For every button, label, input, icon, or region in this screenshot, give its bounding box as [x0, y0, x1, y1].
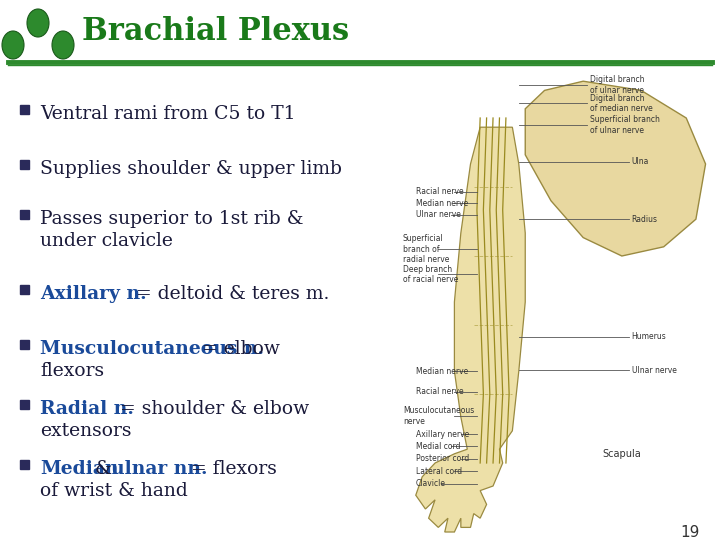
Text: Median: Median: [40, 460, 119, 478]
Text: Ulna: Ulna: [631, 157, 649, 166]
Text: Digital branch
of ulnar nerve: Digital branch of ulnar nerve: [590, 75, 644, 94]
Text: Posterior cord: Posterior cord: [415, 454, 469, 463]
Text: Superficial branch
of ulnar nerve: Superficial branch of ulnar nerve: [590, 115, 660, 134]
Text: Passes superior to 1st rib &: Passes superior to 1st rib &: [40, 210, 304, 228]
Text: Humerus: Humerus: [631, 332, 666, 341]
Text: = deltoid & teres m.: = deltoid & teres m.: [130, 285, 330, 303]
Text: ulnar nn.: ulnar nn.: [111, 460, 207, 478]
Bar: [390, 72, 712, 532]
Text: Deep branch
of racial nerve: Deep branch of racial nerve: [403, 265, 458, 284]
Text: Median nerve: Median nerve: [415, 367, 468, 375]
Ellipse shape: [52, 31, 74, 59]
Text: Ulnar nerve: Ulnar nerve: [415, 210, 461, 219]
Text: 19: 19: [680, 525, 700, 540]
Text: of wrist & hand: of wrist & hand: [40, 482, 188, 500]
Text: = elbow: = elbow: [196, 340, 279, 358]
Text: extensors: extensors: [40, 422, 132, 440]
Text: Radius: Radius: [631, 215, 657, 224]
Text: Racial nerve: Racial nerve: [415, 387, 464, 396]
Bar: [19, 460, 29, 469]
Bar: [19, 285, 29, 294]
Polygon shape: [526, 81, 706, 256]
Text: Axillary n.: Axillary n.: [40, 285, 147, 303]
Text: Ventral rami from C5 to T1: Ventral rami from C5 to T1: [40, 105, 295, 123]
Text: flexors: flexors: [40, 362, 104, 380]
Text: Median nerve: Median nerve: [415, 199, 468, 207]
Text: under clavicle: under clavicle: [40, 232, 173, 250]
Text: Axillary nerve: Axillary nerve: [415, 429, 469, 438]
Bar: [19, 105, 29, 113]
Text: Ulnar nerve: Ulnar nerve: [631, 366, 676, 375]
Text: Musculocutaneous n.: Musculocutaneous n.: [40, 340, 264, 358]
Text: Digital branch
of median nerve: Digital branch of median nerve: [590, 93, 652, 113]
Text: Scapula: Scapula: [603, 449, 642, 459]
Text: Medial cord: Medial cord: [415, 442, 460, 451]
Text: Supplies shoulder & upper limb: Supplies shoulder & upper limb: [40, 160, 342, 178]
Text: &: &: [89, 460, 118, 478]
Bar: [19, 210, 29, 219]
Text: Clavicle: Clavicle: [415, 479, 446, 488]
Text: Brachial Plexus: Brachial Plexus: [82, 17, 349, 48]
Text: Radial n.: Radial n.: [40, 400, 134, 418]
Bar: [19, 159, 29, 168]
Text: Superficial
branch of
radial nerve: Superficial branch of radial nerve: [403, 234, 449, 264]
Polygon shape: [415, 127, 526, 532]
Text: Musculocutaneous
nerve: Musculocutaneous nerve: [403, 407, 474, 426]
Ellipse shape: [27, 9, 49, 37]
Text: = shoulder & elbow: = shoulder & elbow: [114, 400, 309, 418]
Bar: [19, 340, 29, 348]
Ellipse shape: [2, 31, 24, 59]
Text: Lateral cord: Lateral cord: [415, 467, 462, 476]
Text: Racial nerve: Racial nerve: [415, 187, 464, 196]
Bar: [19, 400, 29, 408]
Text: = flexors: = flexors: [184, 460, 276, 478]
